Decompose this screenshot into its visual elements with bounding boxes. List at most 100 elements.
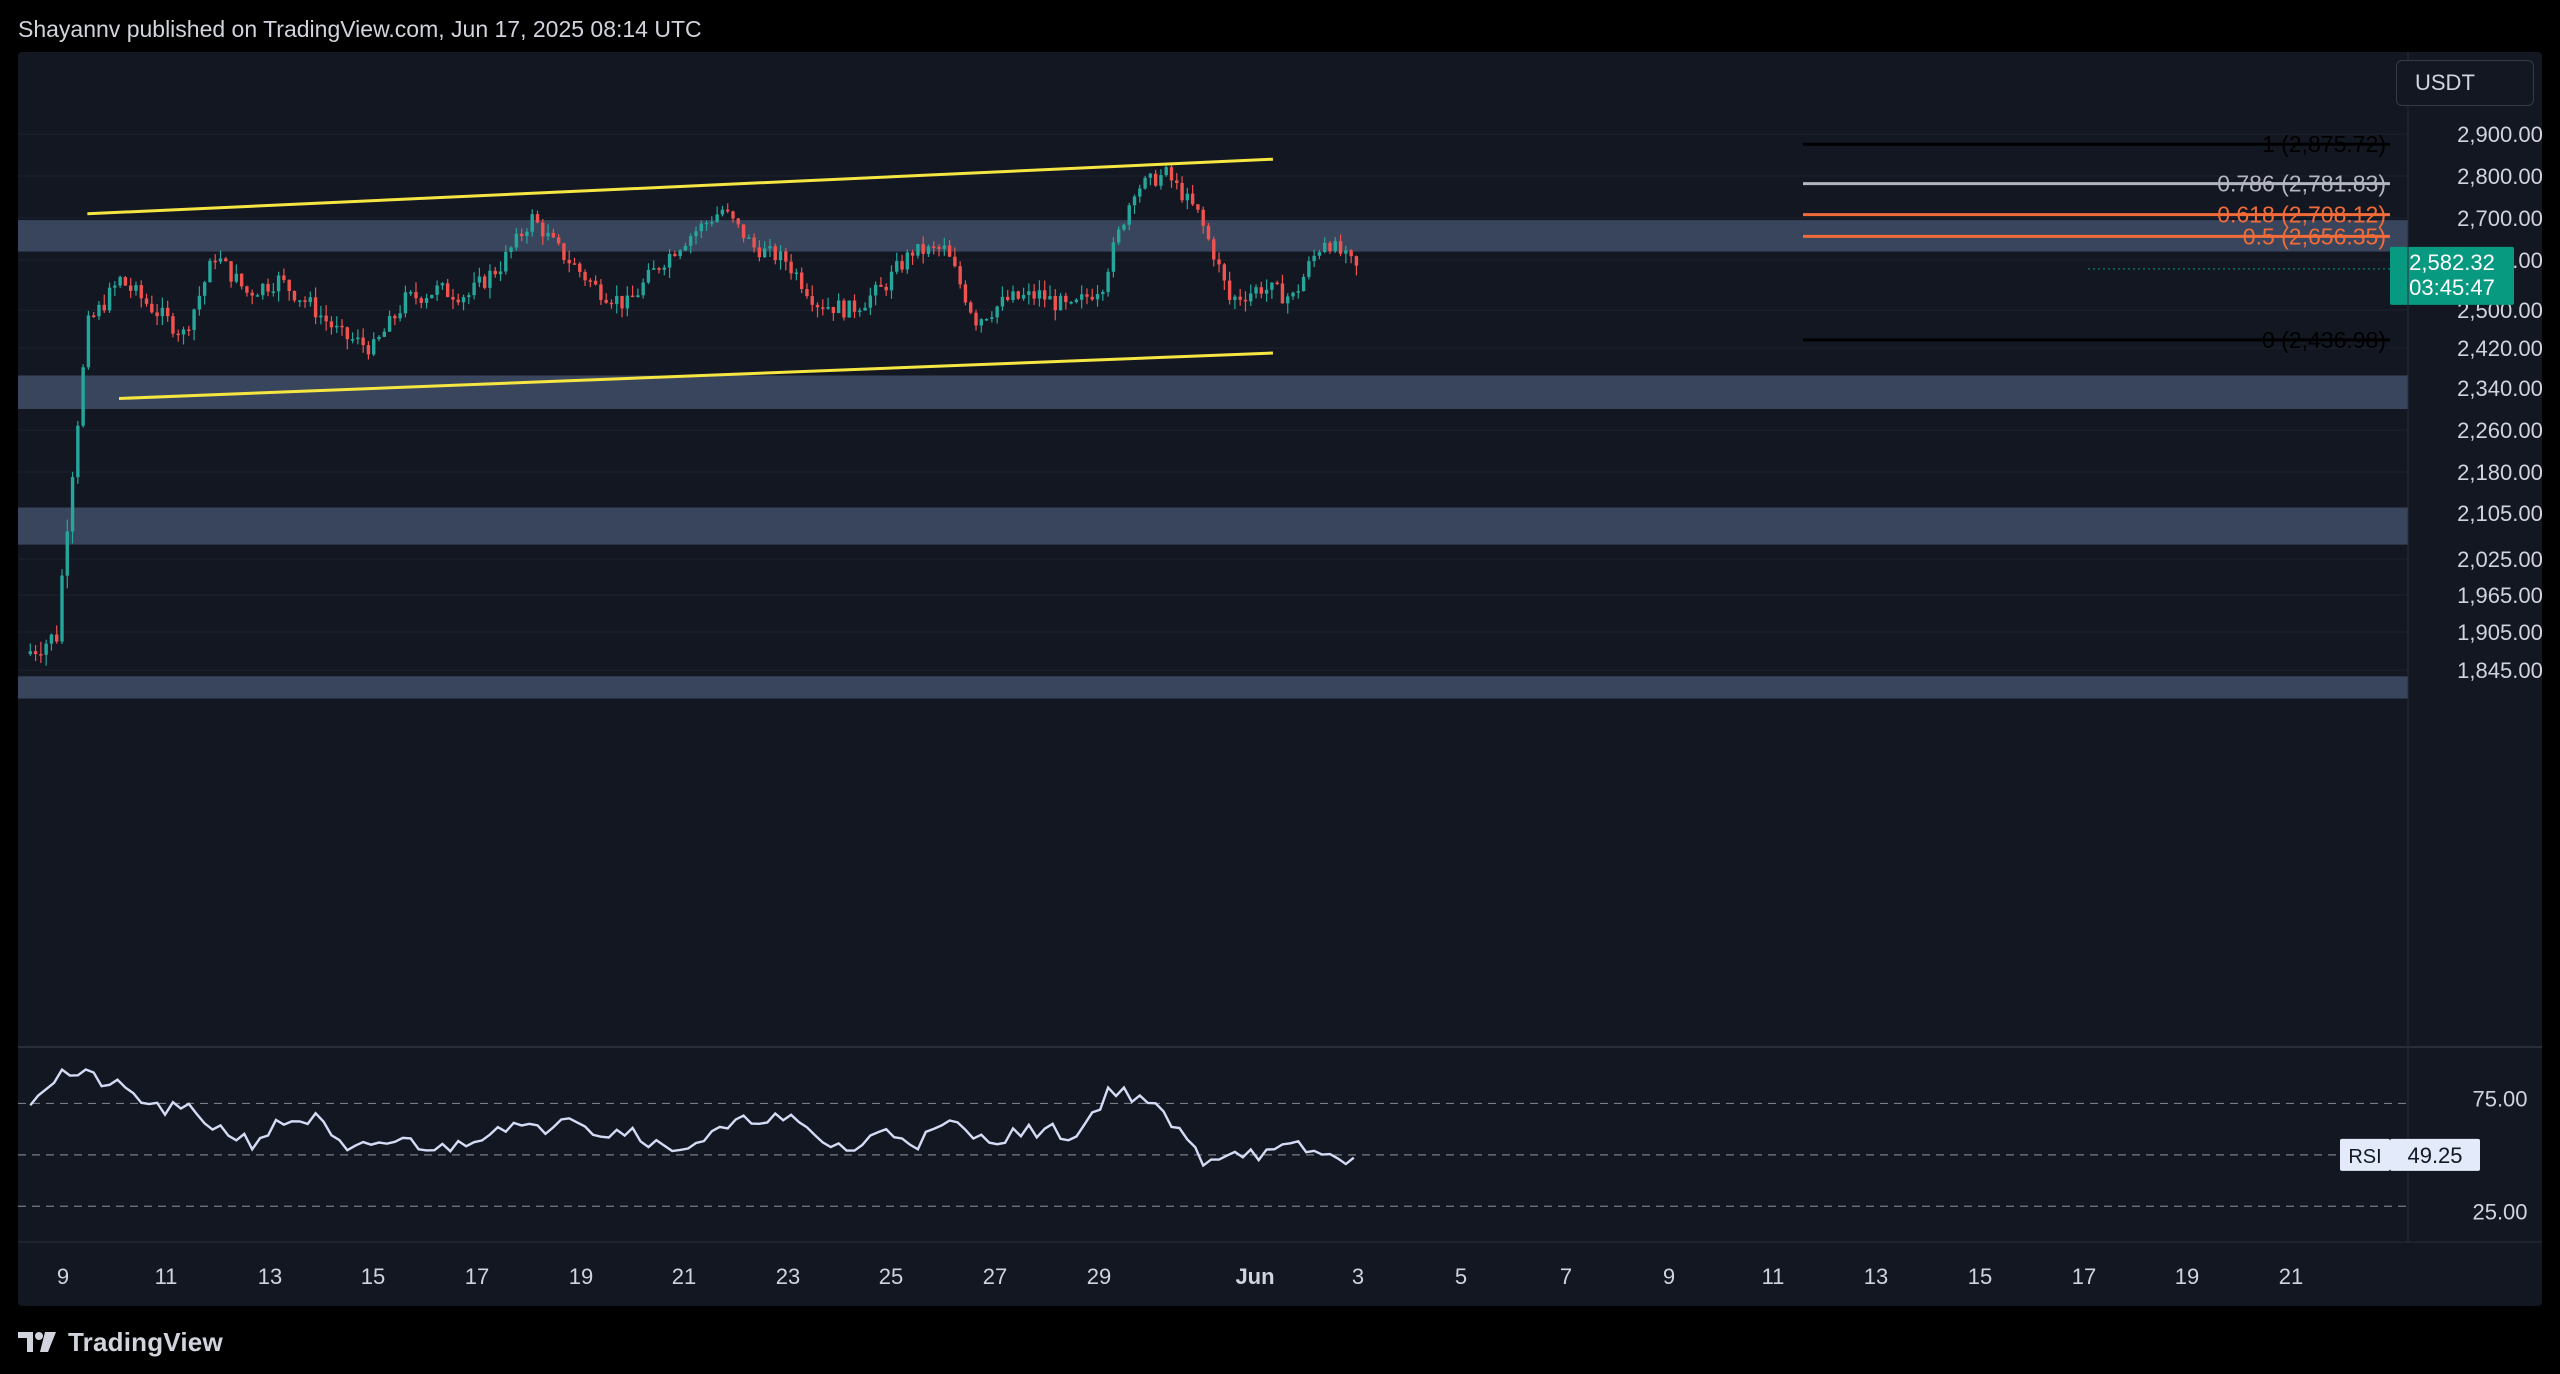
zone-1 xyxy=(18,375,2408,409)
candle-body xyxy=(409,292,413,294)
footer: TradingView xyxy=(18,1322,223,1362)
currency-button[interactable]: USDT xyxy=(2396,60,2534,106)
candle-body xyxy=(1249,293,1253,302)
last-price-countdown: 03:45:47 xyxy=(2409,275,2495,300)
candle-body xyxy=(852,300,857,312)
fib-level-label: 0 (2,436.98) xyxy=(2262,327,2386,353)
price-tick-label: 2,800.00 xyxy=(2457,164,2542,189)
candle-body xyxy=(615,295,619,305)
candle-body xyxy=(1138,188,1142,197)
time-tick-label: 27 xyxy=(983,1264,1007,1289)
candle-body xyxy=(535,214,540,223)
candle-body xyxy=(720,209,725,215)
candle-body xyxy=(932,246,936,248)
candle-body xyxy=(1323,242,1327,252)
price-tick-label: 2,105.00 xyxy=(2457,501,2542,526)
candle-body xyxy=(926,246,931,254)
candle-body xyxy=(1291,292,1295,297)
time-tick-label: 21 xyxy=(672,1264,696,1289)
rsi-tick-label: 75.00 xyxy=(2472,1086,2527,1111)
grid-layer xyxy=(18,133,2408,671)
candle-body xyxy=(345,327,349,340)
candle-body xyxy=(92,315,96,317)
candle-body xyxy=(1212,239,1216,260)
time-tick-label: 11 xyxy=(155,1264,178,1289)
candle-body xyxy=(1090,296,1094,300)
candle-body xyxy=(1338,241,1343,254)
candle-body xyxy=(430,294,434,299)
candle-body xyxy=(699,223,703,232)
candle-body xyxy=(1333,241,1337,252)
candle-body xyxy=(1270,282,1274,290)
candle-body xyxy=(773,246,777,261)
candle-body xyxy=(778,251,783,261)
candle-body xyxy=(1021,294,1026,299)
candle-body xyxy=(181,329,186,335)
candle-body xyxy=(921,244,925,254)
time-tick-label: 17 xyxy=(465,1264,489,1289)
candle-body xyxy=(255,295,260,297)
candle-body xyxy=(1280,283,1285,304)
candle-body xyxy=(461,297,466,303)
candle-body xyxy=(1027,291,1031,295)
candle-body xyxy=(884,286,888,291)
candle-body xyxy=(873,284,878,296)
candle-body xyxy=(197,295,202,310)
candle-body xyxy=(414,292,418,299)
candle-body xyxy=(889,271,894,291)
candle-body xyxy=(1259,287,1264,294)
candle-body xyxy=(319,315,323,318)
price-tick-label: 1,965.00 xyxy=(2457,583,2542,608)
candle-body xyxy=(340,325,344,328)
candle-body xyxy=(488,270,492,288)
time-tick-label: 9 xyxy=(57,1264,69,1289)
candle-body xyxy=(836,300,841,314)
candle-body xyxy=(863,307,867,311)
candle-body xyxy=(372,339,376,355)
candle-body xyxy=(1296,291,1300,293)
candle-body xyxy=(657,268,661,270)
tradingview-logo-icon xyxy=(18,1332,56,1352)
candle-body xyxy=(562,243,566,260)
time-tick-label: 9 xyxy=(1663,1264,1675,1289)
chart-canvas[interactable]: 1 (2,875.72) 0.786 (2,781.83) 0.618 (2,708… xyxy=(18,52,2542,1306)
candle-body xyxy=(1301,276,1306,292)
candle-body xyxy=(1201,209,1205,226)
candle-body xyxy=(1085,294,1089,297)
candle-body xyxy=(467,295,471,298)
candle-body xyxy=(493,270,497,275)
candle-body xyxy=(419,298,423,303)
candle-body xyxy=(1032,291,1036,299)
candle-body xyxy=(113,285,117,288)
time-tick-label: Jun xyxy=(1235,1264,1274,1289)
candle-body xyxy=(583,271,587,281)
candle-body xyxy=(842,300,846,318)
candle-body xyxy=(1000,296,1005,307)
candle-body xyxy=(646,269,651,283)
candle-body xyxy=(335,325,339,328)
candle-body xyxy=(382,331,386,337)
chart-frame[interactable]: 1 (2,875.72) 0.786 (2,781.83) 0.618 (2,708… xyxy=(18,52,2542,1306)
candle-body xyxy=(303,300,307,302)
candle-body xyxy=(1312,255,1316,262)
time-tick-label: 29 xyxy=(1087,1264,1111,1289)
candle-body xyxy=(1079,294,1084,300)
candle-body xyxy=(261,283,265,296)
candle-body xyxy=(313,297,318,318)
candle-body xyxy=(984,318,989,321)
candle-body xyxy=(118,277,122,286)
candle-body xyxy=(218,258,223,262)
price-tick-label: 2,900.00 xyxy=(2457,122,2542,147)
candle-body xyxy=(76,425,80,478)
candle-body xyxy=(604,299,608,303)
candle-body xyxy=(620,295,624,309)
rsi-name: RSI xyxy=(2348,1146,2381,1168)
candle-body xyxy=(1328,242,1332,252)
candle-body xyxy=(593,280,598,285)
candle-body xyxy=(329,321,334,328)
price-tick-label: 2,340.00 xyxy=(2457,376,2542,401)
time-tick-label: 23 xyxy=(776,1264,800,1289)
candle-body xyxy=(1069,302,1073,304)
time-tick-label: 13 xyxy=(258,1264,282,1289)
candle-body xyxy=(1148,173,1153,178)
